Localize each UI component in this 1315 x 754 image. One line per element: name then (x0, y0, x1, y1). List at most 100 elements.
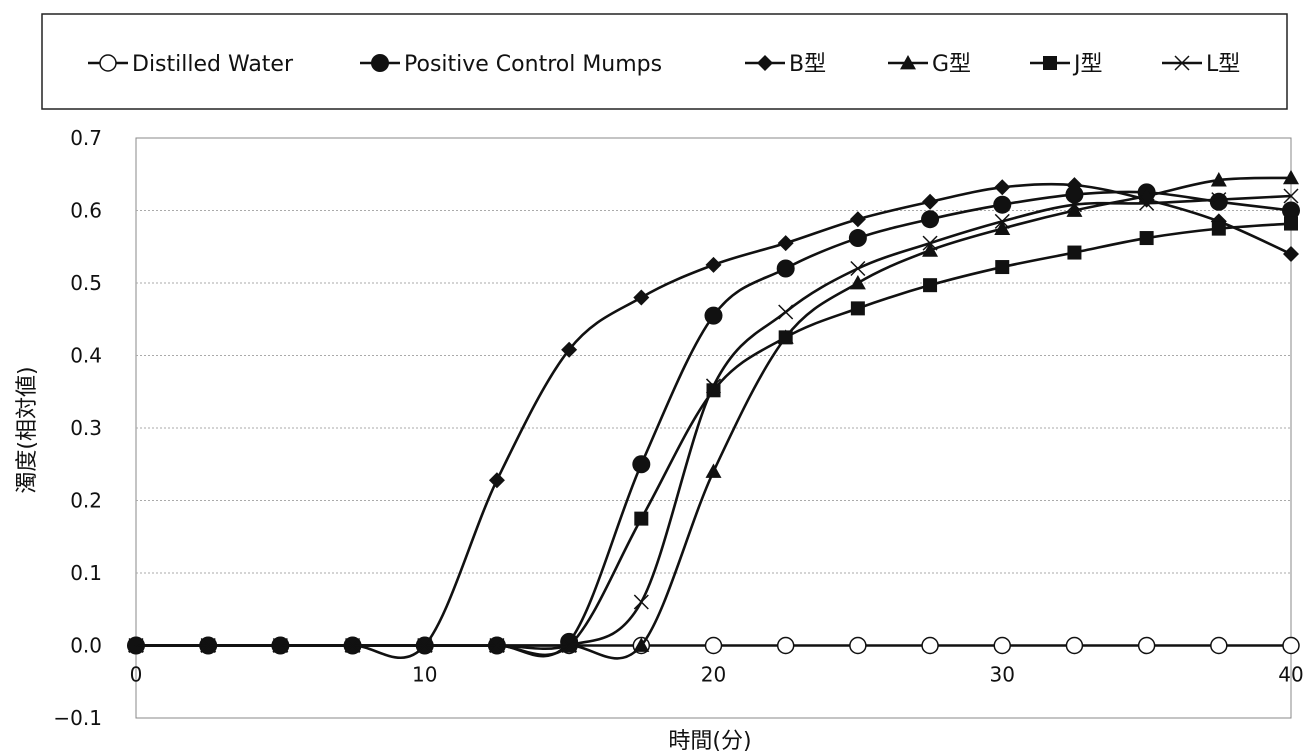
y-tick-label: 0.7 (70, 126, 102, 150)
data-point (1066, 202, 1083, 217)
data-point (272, 637, 288, 654)
y-tick-labels: −0.1 0.0 0.1 0.2 0.3 0.4 0.5 0.6 0.7 (53, 126, 102, 730)
y-tick-label: 0.4 (70, 344, 102, 368)
data-point (1211, 221, 1226, 236)
data-point (1066, 197, 1082, 213)
data-point (922, 242, 939, 257)
y-tick-label: 0.3 (70, 416, 102, 440)
data-point (1067, 245, 1082, 260)
legend: Distilled Water Positive Control Mumps B型 G… (88, 52, 1240, 77)
data-point (561, 341, 578, 358)
legend-box (41, 13, 1288, 110)
data-point (633, 594, 649, 610)
data-point (1065, 185, 1084, 204)
y-axis-title: 濁度(相対値) (15, 366, 40, 493)
data-point (704, 636, 723, 655)
x-tick-label: 30 (990, 663, 1015, 687)
plot-area: −0.1 0.0 0.1 0.2 0.3 0.4 0.5 0.6 0.7 0 10 20 30 40 (53, 126, 1303, 730)
data-point (1139, 231, 1154, 246)
legend-marker (900, 55, 916, 70)
data-point (776, 259, 795, 278)
data-point (994, 220, 1011, 236)
data-point (1065, 636, 1084, 655)
legend-entry: L型 (1162, 52, 1240, 77)
data-point (489, 637, 505, 654)
x-axis-title: 時間(分) (668, 729, 751, 754)
series-5 (128, 188, 1299, 654)
data-point (1282, 636, 1300, 655)
data-point (705, 463, 722, 478)
data-point (705, 256, 722, 273)
legend-marker (1043, 56, 1057, 70)
legend-label: Positive Control Mumps (404, 52, 662, 77)
data-point (1283, 169, 1299, 185)
data-point (1282, 201, 1300, 220)
legend-marker (371, 54, 389, 72)
data-point (776, 636, 795, 655)
legend-entry: G型 (888, 52, 971, 77)
series-line (136, 194, 1292, 651)
data-point (345, 637, 361, 654)
legend-marker (757, 55, 773, 71)
legend-entry: B型 (745, 52, 826, 77)
data-point (849, 275, 866, 290)
data-point (923, 278, 938, 293)
data-point (1210, 172, 1227, 187)
data-point (848, 229, 867, 248)
data-point (850, 260, 866, 277)
legend-label: Distilled Water (132, 52, 294, 77)
data-point (633, 289, 650, 306)
data-point (994, 179, 1011, 196)
legend-entry: Distilled Water (88, 52, 294, 77)
data-point (994, 213, 1010, 229)
data-point (849, 211, 866, 228)
series-lines (127, 169, 1300, 660)
legend-label: B型 (789, 52, 826, 77)
data-point (921, 210, 940, 229)
legend-marker (1174, 55, 1190, 71)
legend-label: J型 (1072, 52, 1103, 77)
x-tick-label: 0 (130, 663, 143, 687)
data-point (1209, 192, 1228, 211)
y-tick-label: −0.1 (53, 706, 102, 730)
data-point (561, 637, 577, 654)
data-point (922, 235, 938, 251)
x-tick-label: 10 (412, 663, 437, 687)
data-point (705, 378, 722, 394)
data-point (704, 306, 723, 325)
data-point (1066, 177, 1083, 194)
data-point (777, 235, 794, 252)
data-point (1139, 195, 1155, 211)
data-point (417, 637, 433, 654)
x-tick-label: 40 (1278, 663, 1303, 687)
data-point (128, 637, 144, 654)
legend-entry: J型 (1030, 52, 1103, 77)
legend-label: L型 (1206, 52, 1240, 77)
data-point (1137, 636, 1156, 655)
data-point (993, 636, 1011, 655)
legend-entry: Positive Control Mumps (360, 52, 662, 77)
data-point (922, 193, 939, 210)
y-tick-label: 0.1 (70, 561, 102, 585)
y-tick-label: 0.5 (70, 271, 102, 295)
data-point (1284, 216, 1298, 231)
data-point (1283, 188, 1299, 204)
data-point (778, 330, 793, 345)
legend-label: G型 (932, 52, 971, 77)
data-point (1210, 636, 1228, 655)
data-point (993, 195, 1012, 214)
data-point (849, 636, 867, 655)
data-point (1211, 192, 1227, 208)
y-tick-label: 0.2 (70, 489, 102, 513)
data-point (850, 301, 865, 316)
data-point (633, 637, 650, 652)
data-point (488, 472, 505, 489)
y-tick-label: 0.6 (70, 199, 102, 223)
data-point (921, 636, 939, 655)
data-point (200, 637, 216, 654)
y-tick-label: 0.0 (70, 634, 102, 658)
gridlines (136, 210, 1291, 574)
data-point (995, 260, 1010, 275)
data-point (778, 304, 794, 320)
